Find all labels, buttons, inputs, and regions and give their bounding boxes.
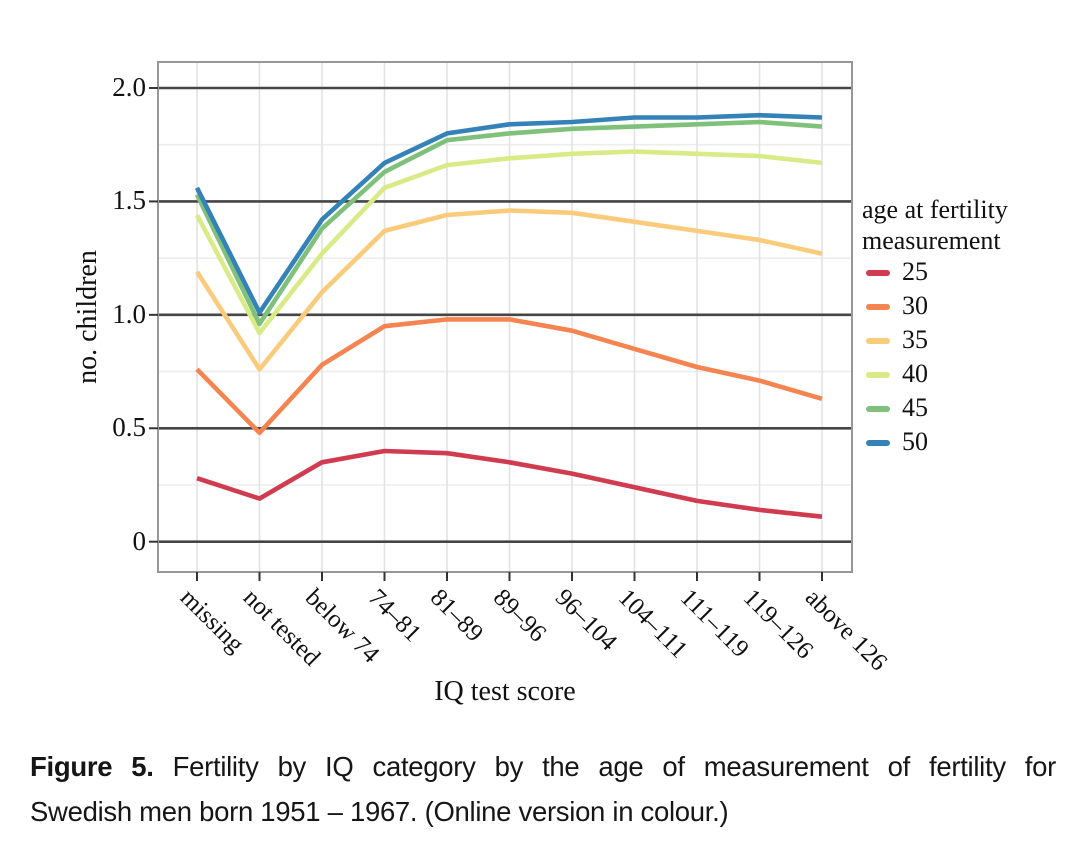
legend-label: 35 [902,325,928,354]
y-axis-title: no. children [72,250,103,384]
legend-swatch-icon [866,440,890,446]
x-axis-title: IQ test score [434,676,576,707]
series-line-age-40 [194,149,823,336]
legend-item-age-25: 25 [862,257,1008,290]
legend-label: 30 [902,291,928,320]
legend-label: 40 [902,359,928,388]
legend-swatch-icon [866,406,890,412]
legend-swatch-icon [866,304,890,310]
legend-title-line2: measurement [862,226,1001,255]
y-tick-label: 1.5 [112,185,146,216]
caption-figure-label: Figure 5. [30,751,154,782]
series-line-age-30 [195,317,823,436]
y-tick-label: 2.0 [112,72,146,102]
series-line-age-25 [196,448,823,519]
legend: age at fertility measurement 25 30 35 40 45 5… [862,194,1008,460]
fertility-line-chart [149,61,853,581]
legend-swatch-icon [866,372,890,378]
legend-title-line1: age at fertility [862,195,1008,224]
legend-swatch-icon [866,270,890,276]
legend-swatch-icon [866,338,890,344]
y-tick-label: 0 [132,525,147,556]
series-line-age-45 [194,119,823,327]
legend-title: age at fertility measurement [862,194,1008,256]
legend-item-age-35: 35 [862,325,1008,358]
caption-text-2: Swedish men born 1951 – 1967. (Online ve… [30,796,729,827]
caption-text-1: Fertility by IQ category by the age of m… [172,751,1057,782]
legend-item-age-30: 30 [862,291,1008,324]
legend-item-age-40: 40 [862,359,1008,392]
legend-label: 45 [902,393,928,422]
legend-label: 25 [902,257,928,286]
series-line-age-35 [195,208,823,372]
legend-items: 25 30 35 40 45 50 [862,257,1008,460]
caption-line-1: Figure 5. Fertility by IQ category by th… [30,744,1056,789]
plot-frame [157,61,853,573]
series-line-age-50 [194,112,823,315]
y-tick-label: 1.0 [112,298,146,329]
legend-label: 50 [902,427,928,456]
y-tick-label: 0.5 [112,412,146,443]
legend-item-age-50: 50 [862,427,1008,460]
legend-item-age-45: 45 [862,393,1008,426]
figure-caption: Figure 5. Fertility by IQ category by th… [30,744,1056,834]
